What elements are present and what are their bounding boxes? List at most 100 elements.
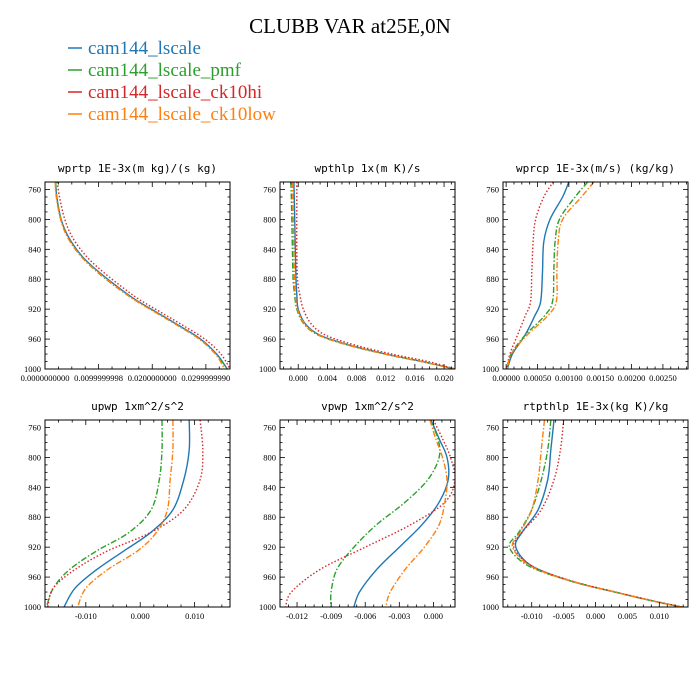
y-tick-label: 840 [263, 244, 276, 254]
series-line-0 [63, 420, 191, 607]
panel-title: wprtp 1E-3x(m kg)/(s kg) [58, 162, 217, 175]
series-line-1 [506, 182, 589, 369]
x-tick-label: 0.00000 [492, 373, 520, 383]
y-tick-label: 920 [28, 542, 41, 552]
y-tick-label: 800 [28, 452, 41, 462]
series-line-2 [285, 420, 455, 607]
series-line-0 [514, 420, 682, 607]
y-axis: 760 800 840 880 920 960 1000 [24, 419, 230, 612]
series-line-1 [290, 182, 455, 369]
x-tick-label: -0.006 [354, 611, 376, 621]
legend-entry-2: cam144_lscale_ck10hi [88, 82, 262, 103]
x-tick-label: -0.005 [553, 611, 575, 621]
series-line-2 [512, 420, 684, 607]
x-tick-label: 0.000 [586, 611, 605, 621]
plot-frame [44, 419, 231, 608]
y-tick-label: 880 [28, 274, 41, 284]
y-tick-label: 960 [263, 572, 276, 582]
x-tick-label: 0.0000000000 [21, 373, 70, 383]
series-line-3 [76, 420, 174, 607]
x-tick-label: -0.012 [286, 611, 308, 621]
y-tick-label: 1000 [259, 602, 276, 612]
series-line-3 [385, 420, 448, 607]
legend-entry-0: cam144_lscale [88, 38, 201, 59]
legend-entry-1: cam144_lscale_pmf [88, 60, 242, 81]
x-axis: 0.00000 0.00050 0.00100 0.00150 0.00200 0.002… [492, 182, 687, 383]
series-line-2 [506, 182, 554, 369]
series-line-3 [54, 182, 226, 369]
figure-title: CLUBB VAR at25E,0N [249, 14, 451, 38]
panel-0: wprtp 1E-3x(m kg)/(s kg) 760 800 840 880 920 9… [21, 162, 231, 383]
series-line-2 [56, 182, 230, 369]
x-axis: -0.012 -0.009 -0.006 -0.003 0.000 [279, 420, 451, 621]
y-tick-label: 1000 [259, 364, 276, 374]
x-axis: -0.010 -0.005 0.000 0.005 0.010 [507, 420, 684, 621]
y-tick-label: 960 [263, 334, 276, 344]
series-line-3 [506, 182, 595, 369]
y-tick-label: 840 [263, 482, 276, 492]
y-tick-label: 920 [486, 542, 499, 552]
x-axis: -0.010 0.000 0.010 [44, 420, 223, 621]
y-tick-label: 760 [486, 184, 499, 194]
series-line-2 [296, 182, 455, 369]
x-tick-label: -0.010 [75, 611, 97, 621]
y-tick-label: 800 [28, 214, 41, 224]
y-axis: 760 800 840 880 920 960 1000 [259, 181, 455, 374]
y-tick-label: 920 [263, 304, 276, 314]
x-axis: 0.0000000000 0.0099999998 0.0200000000 0.02… [21, 182, 230, 383]
y-tick-label: 880 [28, 512, 41, 522]
y-tick-label: 920 [263, 542, 276, 552]
series-line-3 [291, 182, 455, 369]
x-tick-label: 0.00100 [555, 373, 583, 383]
x-tick-label: 0.016 [405, 373, 424, 383]
y-tick-label: 880 [263, 274, 276, 284]
plot-frame [502, 181, 689, 370]
series-line-3 [511, 420, 682, 607]
x-tick-label: 0.00150 [586, 373, 614, 383]
y-tick-label: 760 [486, 422, 499, 432]
series-line-0 [353, 420, 450, 607]
series-line-1 [55, 182, 228, 369]
y-tick-label: 760 [263, 184, 276, 194]
y-tick-label: 840 [28, 244, 41, 254]
y-tick-label: 760 [28, 422, 41, 432]
y-tick-label: 800 [263, 452, 276, 462]
y-tick-label: 920 [486, 304, 499, 314]
y-tick-label: 960 [486, 572, 499, 582]
y-tick-label: 880 [263, 512, 276, 522]
x-tick-label: 0.004 [318, 373, 338, 383]
y-tick-label: 840 [28, 482, 41, 492]
y-axis: 760 800 840 880 920 960 1000 [482, 419, 688, 612]
y-tick-label: 800 [486, 214, 499, 224]
plot-frame [279, 419, 456, 608]
panel-4: vpwp 1xm^2/s^27608008408809209601000-0.0… [259, 400, 456, 621]
y-tick-label: 840 [486, 244, 499, 254]
y-tick-label: 960 [486, 334, 499, 344]
y-tick-label: 880 [486, 512, 499, 522]
x-tick-label: 0.000 [424, 611, 443, 621]
series-line-2 [47, 420, 204, 607]
x-tick-label: 0.008 [347, 373, 366, 383]
x-tick-label: 0.00250 [649, 373, 677, 383]
y-tick-label: 1000 [482, 602, 499, 612]
panel-5: rtpthlp 1E-3x(kg K)/kg 760 800 840 880 920 960… [482, 400, 689, 621]
x-tick-label: 0.012 [376, 373, 395, 383]
panel-title: wpthlp 1x(m K)/s [315, 162, 421, 175]
series-line-1 [508, 420, 682, 607]
panel-title: upwp 1xm^2/s^2 [91, 400, 184, 413]
x-tick-label: 0.010 [650, 611, 669, 621]
y-axis: 760 800 840 880 920 960 1000 [259, 419, 455, 612]
y-tick-label: 960 [28, 572, 41, 582]
panel-title: rtpthlp 1E-3x(kg K)/kg [523, 400, 669, 413]
x-tick-label: 0.0099999998 [74, 373, 123, 383]
x-tick-label: 0.010 [185, 611, 204, 621]
panel-3: upwp 1xm^2/s^27608008408809209601000-0.0… [24, 400, 231, 621]
y-tick-label: 960 [28, 334, 41, 344]
plot-frame [279, 181, 456, 370]
y-tick-label: 760 [263, 422, 276, 432]
x-axis: 0.000 0.004 0.008 0.012 0.016 0.020 [283, 182, 454, 383]
y-axis: 760 800 840 880 920 960 1000 [482, 181, 688, 374]
y-tick-label: 840 [486, 482, 499, 492]
chart-panels: wprtp 1E-3x(m kg)/(s kg) 760 800 840 880 920 9… [21, 162, 689, 621]
